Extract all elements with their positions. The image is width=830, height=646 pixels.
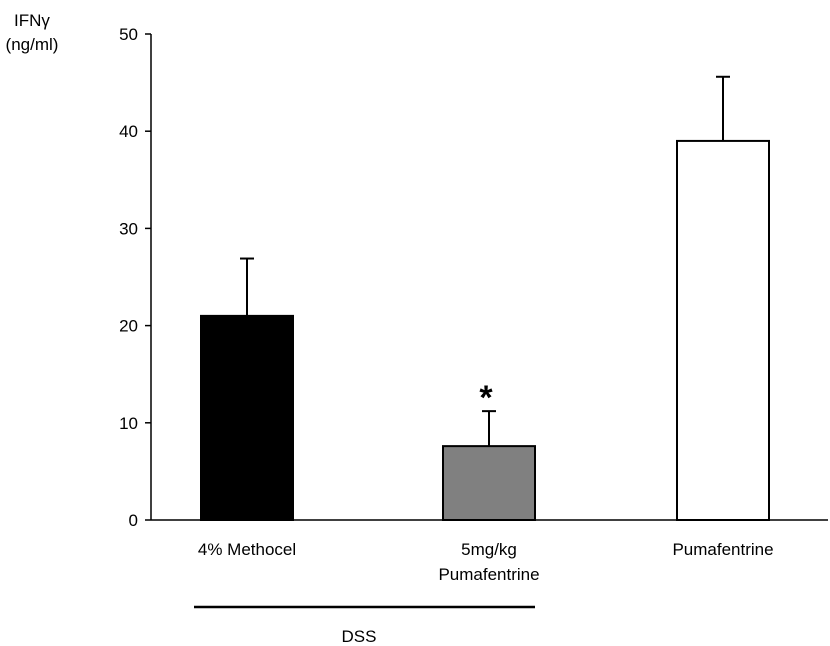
group-label: DSS [342, 627, 377, 646]
y-axis-label-line: IFNγ [14, 11, 50, 30]
category-label: 5mg/kg [461, 540, 517, 559]
y-tick-label: 40 [119, 122, 138, 141]
y-tick-label: 0 [129, 511, 138, 530]
y-tick-label: 50 [119, 25, 138, 44]
bar [200, 314, 294, 521]
y-axis-ticks: 0 10 20 30 40 50 [119, 25, 151, 530]
bar [676, 139, 770, 521]
group-bracket: DSS [194, 605, 535, 646]
y-axis-label-line: (ng/ml) [6, 35, 59, 54]
y-tick-label: 20 [119, 317, 138, 336]
category-label: 4% Methocel [198, 540, 296, 559]
significance-marker: * [479, 379, 493, 417]
category-label: Pumafentrine [672, 540, 773, 559]
bars [200, 139, 770, 521]
y-tick-label: 30 [119, 219, 138, 238]
category-labels: 4% Methocel 5mg/kg Pumafentrine Pumafentrin… [198, 540, 774, 584]
y-tick-label: 10 [119, 414, 138, 433]
category-label: Pumafentrine [438, 565, 539, 584]
y-axis-label: IFNγ (ng/ml) [6, 11, 59, 54]
bar [442, 445, 536, 521]
error-bars: * [240, 75, 730, 447]
